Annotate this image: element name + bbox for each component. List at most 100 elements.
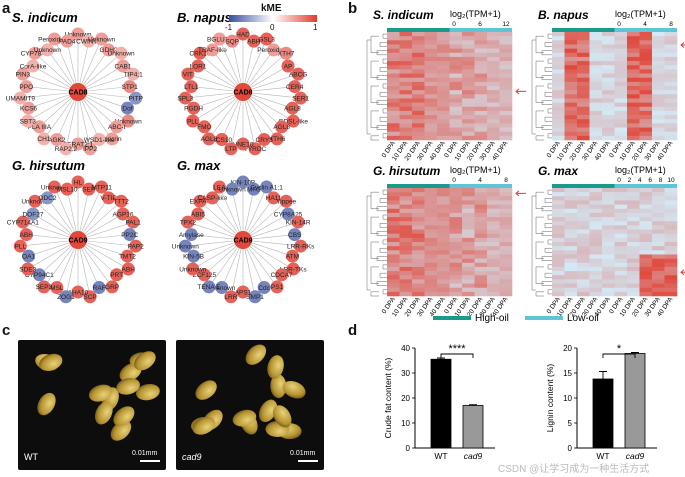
network-node-label: CRK10 (189, 50, 210, 57)
heatmap-cell (387, 135, 400, 141)
network-edge (208, 91, 244, 140)
heatmap-cell (577, 283, 590, 288)
heatmap-cell (387, 131, 400, 137)
heatmap-cell (552, 291, 565, 297)
heatmap-cell (664, 90, 678, 95)
heatmap-cell (602, 275, 615, 280)
photo-label-cad9: cad9 (182, 452, 202, 462)
heatmap-cell (627, 204, 640, 210)
heatmap-cell (552, 200, 565, 205)
network-node (193, 46, 207, 60)
heatmap-cell (639, 40, 653, 45)
network-node-label: KIN-5B (183, 253, 204, 260)
heatmap-cell (487, 69, 500, 74)
heatmap-cell (474, 102, 488, 108)
heatmap-cell (564, 242, 578, 247)
network-node (21, 262, 35, 276)
heatmap-cell (474, 81, 488, 87)
heatmap-cell (424, 233, 438, 239)
heatmap-cell (602, 242, 615, 247)
heatmap-scale-tick: 4 (638, 177, 642, 184)
oil-legend-high-swatch (433, 316, 471, 320)
network-node-label: CorA-like (20, 63, 47, 70)
heatmap-cell (564, 279, 578, 284)
heatmap-cell (627, 110, 640, 116)
heatmap-cell (399, 61, 413, 66)
heatmap-cell (614, 221, 628, 226)
heatmap-dendrogram (366, 189, 387, 297)
heatmap-cell (424, 196, 438, 201)
heatmap-cell (462, 48, 475, 54)
network-node-label: ABI5 (191, 211, 205, 218)
heatmap-cell (639, 279, 653, 284)
heatmap-cell (639, 283, 653, 288)
heatmap-cell (614, 242, 628, 247)
heatmap-cell (424, 212, 438, 218)
heatmap-cell (499, 131, 513, 137)
heatmap-cell (399, 242, 413, 247)
heatmap-cell (564, 283, 578, 288)
heatmap-cell (487, 229, 500, 234)
heatmap-cell (487, 275, 500, 280)
heatmap-cell (399, 271, 413, 276)
heatmap-lowoil-strip (449, 184, 512, 188)
heatmap-cell (424, 200, 438, 205)
heatmap-cell (424, 254, 438, 259)
heatmap-cell (449, 115, 463, 120)
network-node (281, 59, 295, 73)
heatmap-cell (449, 208, 463, 214)
y-tick-label: 20 (563, 344, 572, 353)
heatmap-cell (474, 127, 488, 132)
heatmap-cell (399, 287, 413, 293)
heatmap-cell (552, 242, 565, 247)
heatmap-cell (387, 86, 400, 91)
heatmap-cell (474, 115, 488, 120)
network-edge (230, 91, 244, 149)
heatmap-cell (614, 212, 628, 218)
heatmap-cell (399, 266, 413, 272)
network-node (120, 101, 134, 115)
heatmap-cell (614, 237, 628, 243)
heatmap-cell (462, 94, 475, 99)
heatmap-cell (399, 200, 413, 205)
heatmap-cell (577, 217, 590, 222)
heatmap-cell (652, 196, 665, 201)
heatmap-cell (589, 204, 603, 210)
network-edge (77, 52, 122, 93)
heatmap-cell (614, 123, 628, 128)
heatmap-cell (652, 81, 665, 87)
heatmap-cell (474, 225, 488, 230)
network-node-label: KIN-14R (286, 219, 311, 226)
heatmap-cell (487, 48, 500, 54)
network-node-label: XTH7 (278, 50, 295, 57)
heatmap-cell (424, 217, 438, 222)
heatmap-cell (652, 98, 665, 103)
heatmap-cell (412, 81, 425, 87)
heatmap-cell (412, 188, 425, 193)
heatmap-cell (412, 127, 425, 132)
heatmap-cell (552, 65, 565, 70)
heatmap-cell (564, 94, 578, 99)
heatmap-cell (664, 200, 678, 205)
heatmap-lowoil-strip (614, 28, 677, 32)
heatmap-cell (399, 246, 413, 251)
heatmap-cell (399, 110, 413, 116)
heatmap-cell (487, 237, 500, 243)
heatmap-cell (602, 94, 615, 99)
heatmap-cell (602, 90, 615, 95)
network-node-label: SMP1 (246, 294, 264, 301)
heatmap-cell (437, 44, 450, 49)
network-node (59, 290, 73, 304)
heatmap-cell (499, 212, 513, 218)
network-node (16, 67, 30, 81)
heatmap-cell (412, 229, 425, 234)
heatmap-cell (627, 73, 640, 78)
network-node-label: PAL1 (125, 219, 141, 226)
heatmap-cell (627, 262, 640, 268)
heatmap-cell (552, 102, 565, 108)
heatmap-cell (664, 131, 678, 137)
heatmap-cell (412, 279, 425, 284)
heatmap-cell (424, 32, 438, 37)
heatmap-cell (399, 262, 413, 268)
heatmap-cell (412, 283, 425, 288)
